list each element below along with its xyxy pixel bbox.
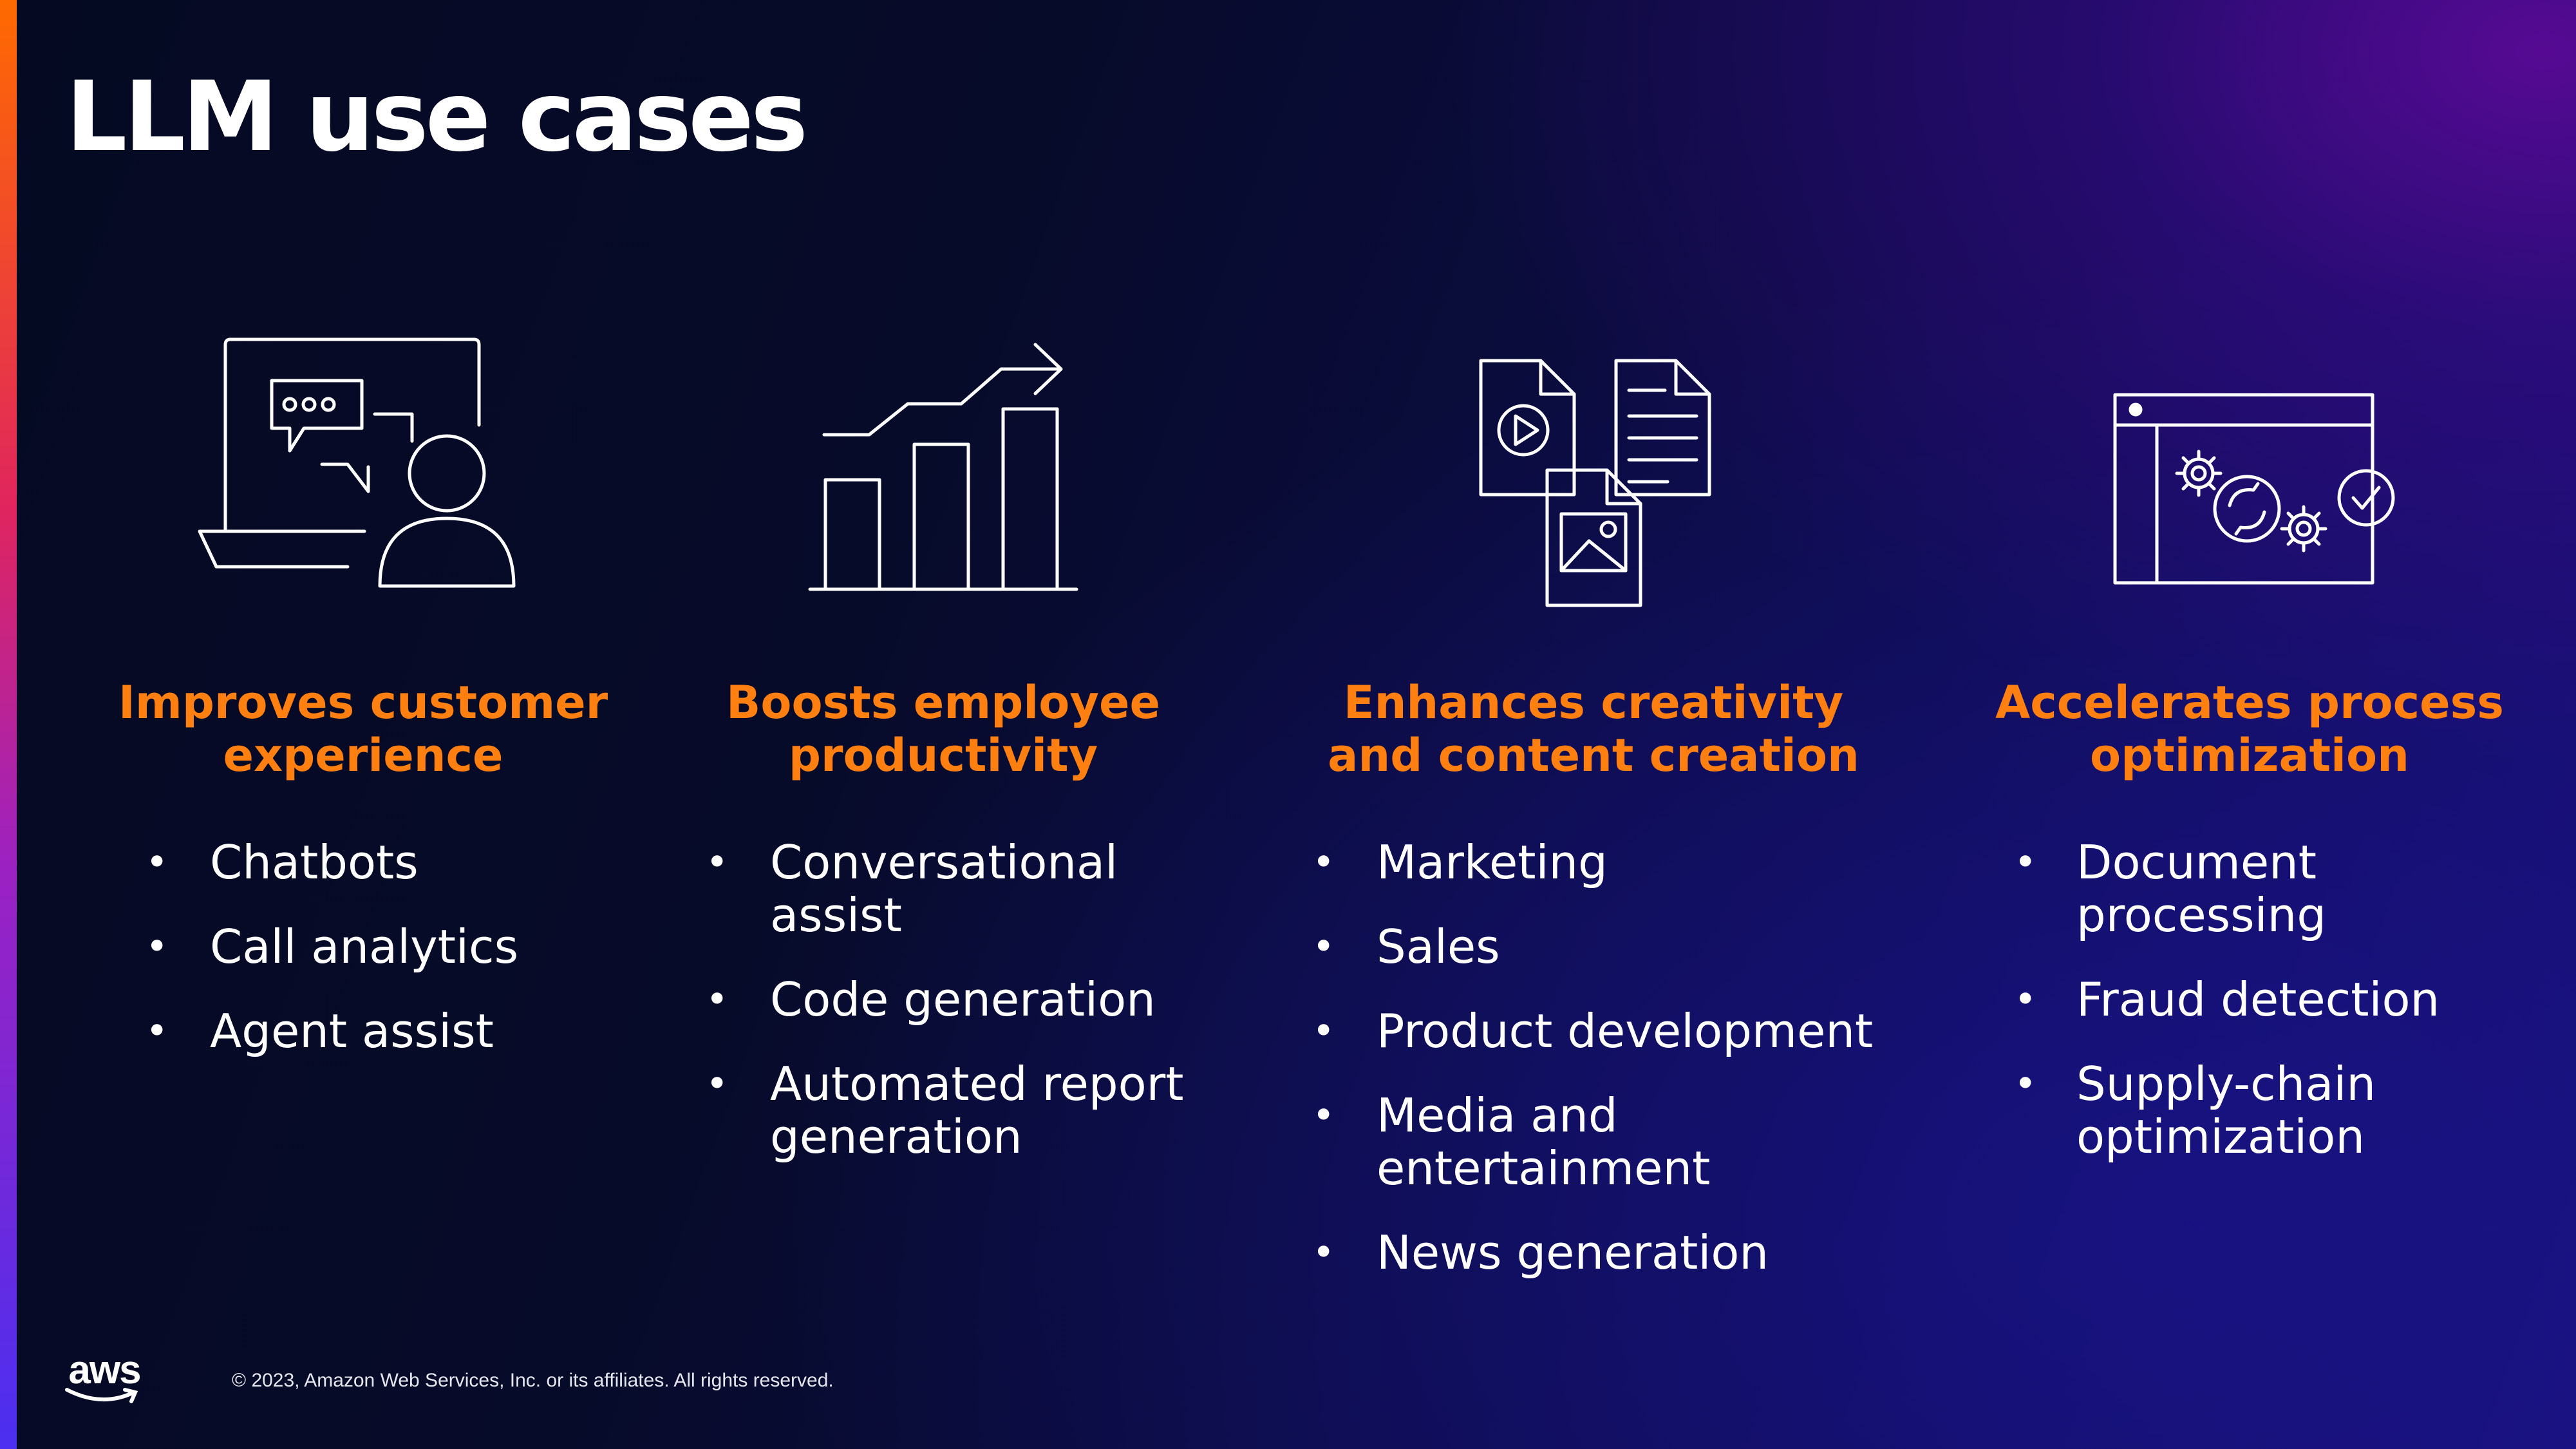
bullet-list-customer: • Chatbots • Call analytics • Agent assi… xyxy=(146,836,558,1089)
aws-smile-icon xyxy=(63,1386,146,1406)
bullet-list-process: • Document processing • Fraud detection … xyxy=(2014,836,2555,1195)
list-item: • Marketing xyxy=(1312,835,1608,889)
media-documents-icon xyxy=(1474,354,1719,612)
list-item: • Media and entertainment xyxy=(1312,1088,1711,1195)
list-item: • Document processing xyxy=(2014,835,2327,942)
bullet-dot: • xyxy=(2014,977,2037,1022)
list-item: • Product development xyxy=(1312,1004,1874,1058)
bullet-dot: • xyxy=(1312,840,1335,885)
list-item: • Supply-chain optimization xyxy=(2014,1057,2376,1164)
bullet-list-employee: • Conversational assist • Code generatio… xyxy=(706,836,1195,1195)
column-heading-process: Accelerates process optimization xyxy=(1995,676,2504,782)
list-item: • Sales xyxy=(1312,920,1500,974)
bullet-dot: • xyxy=(146,840,169,885)
list-item: • Call analytics xyxy=(146,920,519,974)
bullet-dot: • xyxy=(146,924,169,969)
bullet-dot: • xyxy=(146,1009,169,1054)
bullet-dot: • xyxy=(1312,1230,1335,1275)
bullet-dot: • xyxy=(2014,1061,2037,1106)
list-item: • Fraud detection xyxy=(2014,972,2440,1027)
bullet-dot: • xyxy=(706,1061,729,1106)
list-item: • Conversational assist xyxy=(706,835,1118,942)
process-gears-window-icon xyxy=(2109,390,2405,589)
list-item: • News generation xyxy=(1312,1226,1769,1280)
bullet-dot: • xyxy=(1312,1093,1335,1138)
aws-logo: aws xyxy=(63,1348,146,1406)
copyright-notice: © 2023, Amazon Web Services, Inc. or its… xyxy=(232,1370,834,1391)
column-heading-employee: Boosts employee productivity xyxy=(726,676,1160,782)
column-heading-creativity: Enhances creativity and content creation xyxy=(1328,676,1859,782)
accent-stripe xyxy=(0,0,17,1449)
customer-support-chat-icon xyxy=(193,332,528,589)
list-item: • Agent assist xyxy=(146,1004,494,1058)
list-item: • Automated report generation xyxy=(706,1057,1184,1164)
growth-bar-chart-icon xyxy=(805,338,1082,596)
bullet-dot: • xyxy=(706,840,729,885)
list-item: • Chatbots xyxy=(146,835,418,889)
column-heading-customer: Improves customer experience xyxy=(118,676,608,782)
bullet-dot: • xyxy=(1312,924,1335,969)
slide-title: LLM use cases xyxy=(66,61,808,173)
aws-logo-text: aws xyxy=(68,1348,141,1392)
bullet-dot: • xyxy=(1312,1009,1335,1054)
list-item: • Code generation xyxy=(706,972,1156,1027)
bullet-dot: • xyxy=(706,977,729,1022)
bullet-list-creativity: • Marketing • Sales • Product developmen… xyxy=(1312,836,1930,1311)
bullet-dot: • xyxy=(2014,840,2037,885)
